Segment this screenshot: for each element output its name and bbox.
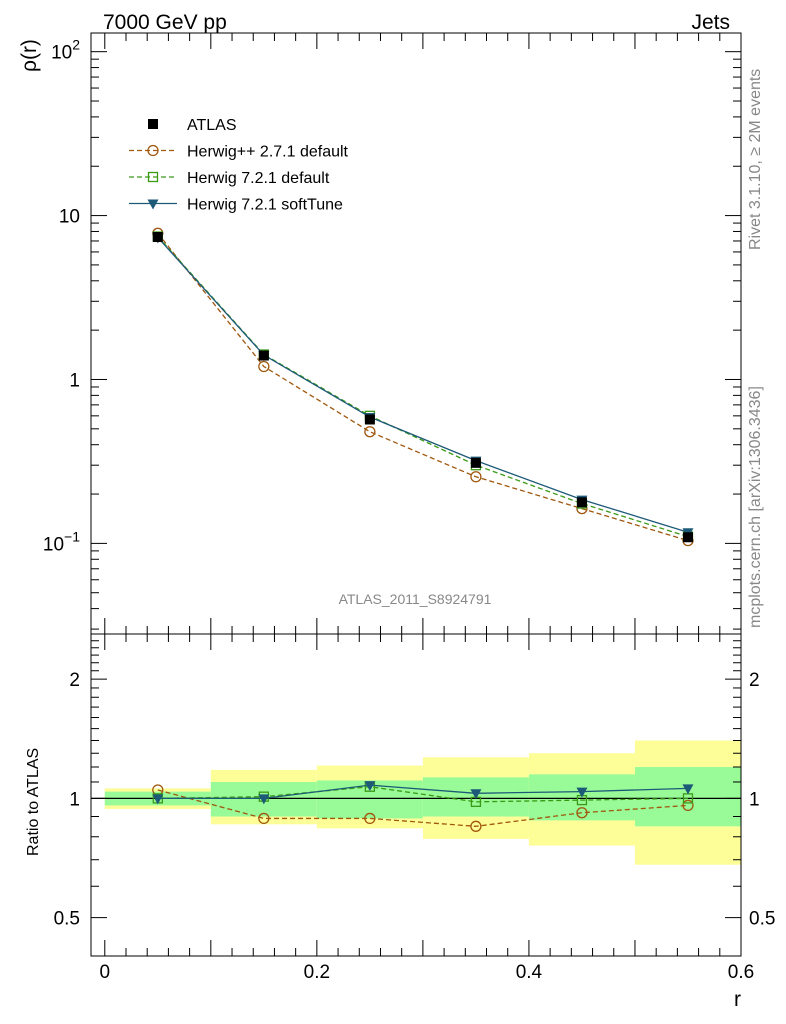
header-left: 7000 GeV pp bbox=[103, 11, 227, 34]
main-series-line-herwig72default bbox=[157, 236, 689, 538]
main-point-atlas bbox=[576, 497, 587, 508]
ratio-point-herwigpp bbox=[576, 807, 588, 819]
ratio-x-tick-label: 0.2 bbox=[304, 962, 330, 983]
main-point-atlas bbox=[364, 414, 375, 425]
ratio-plot-panel: 2 2 1 1 0.5 0.5 0 0.2 0.4 0.6 r Ratio to ATLAS bbox=[25, 633, 775, 1011]
ratio-point-herwig72soft bbox=[152, 794, 164, 805]
legend-label-herwig72soft: Herwig 7.2.1 softTune bbox=[187, 197, 343, 214]
main-point-atlas bbox=[258, 350, 269, 361]
main-y-axis-label: ρ(r) bbox=[18, 39, 41, 72]
analysis-label: ATLAS_2011_S8924791 bbox=[339, 591, 492, 607]
main-point-atlas bbox=[152, 232, 163, 243]
ratio-series-line-herwig72default bbox=[157, 786, 688, 803]
main-point-herwigpp bbox=[258, 360, 270, 373]
ratio-x-tick-label: 0 bbox=[99, 962, 110, 983]
ratio-y-tick-label-right: 2 bbox=[749, 670, 760, 691]
ratio-point-herwigpp bbox=[470, 820, 482, 832]
x-axis-label: r bbox=[734, 988, 741, 1011]
main-y-tick-label: 10 bbox=[59, 207, 80, 228]
main-plot-panel: 102 10 1 10−1 ρ(r) bbox=[18, 32, 742, 635]
legend-label-herwigpp: Herwig++ 2.7.1 default bbox=[187, 144, 349, 161]
ratio-point-herwig72soft bbox=[470, 789, 482, 800]
ratio-x-tick-label: 0.4 bbox=[516, 962, 543, 983]
main-y-tick-label: 10−1 bbox=[43, 528, 80, 555]
main-y-tick-label: 1 bbox=[69, 370, 80, 391]
ratio-y-axis-label: Ratio to ATLAS bbox=[25, 748, 42, 856]
ratio-point-herwigpp bbox=[364, 812, 376, 825]
ratio-y-tick-label-left: 1 bbox=[69, 789, 80, 810]
main-y-tick-label: 102 bbox=[51, 37, 80, 64]
legend-label-atlas: ATLAS bbox=[187, 117, 237, 134]
legend-marker-herwig72default bbox=[147, 171, 159, 183]
ratio-point-herwig72soft bbox=[576, 787, 588, 798]
header-right: Jets bbox=[691, 11, 730, 34]
main-series-line-herwigpp bbox=[157, 232, 689, 542]
ratio-y-tick-label-left: 0.5 bbox=[54, 909, 80, 930]
main-point-atlas bbox=[682, 532, 693, 543]
legend-label-herwig72default: Herwig 7.2.1 default bbox=[187, 170, 330, 187]
ratio-point-herwig72soft bbox=[682, 784, 694, 795]
ratio-point-herwigpp bbox=[258, 812, 270, 825]
ratio-y-tick-label-right: 0.5 bbox=[749, 909, 775, 930]
legend-marker-atlas bbox=[148, 119, 158, 129]
ratio-plot-frame bbox=[90, 633, 742, 957]
main-series-line-herwig72soft bbox=[157, 237, 689, 533]
rivet-side-label: Rivet 3.1.10, ≥ 2M events bbox=[747, 69, 764, 250]
mcplots-side-label: mcplots.cern.ch [arXiv:1306.3436] bbox=[747, 386, 764, 628]
main-point-herwigpp bbox=[364, 426, 376, 438]
ratio-band-inner bbox=[634, 767, 741, 827]
ratio-x-tick-label: 0.6 bbox=[728, 962, 754, 983]
legend-marker-herwig72soft bbox=[147, 199, 159, 210]
main-point-atlas bbox=[470, 457, 481, 468]
ratio-point-herwigpp bbox=[682, 799, 694, 812]
legend-marker-herwigpp bbox=[147, 144, 159, 157]
ratio-series-line-herwigpp bbox=[157, 789, 689, 827]
main-point-herwigpp bbox=[470, 471, 482, 483]
ratio-y-tick-label-left: 2 bbox=[69, 670, 80, 691]
legend: ATLAS Herwig++ 2.7.1 default Herwig 7.2.1 … bbox=[129, 117, 349, 214]
ratio-point-herwig72soft bbox=[258, 794, 270, 805]
ratio-series-line-herwig72soft bbox=[157, 784, 689, 800]
ratio-point-herwig72soft bbox=[364, 781, 376, 792]
ratio-y-tick-label-right: 1 bbox=[749, 789, 760, 810]
